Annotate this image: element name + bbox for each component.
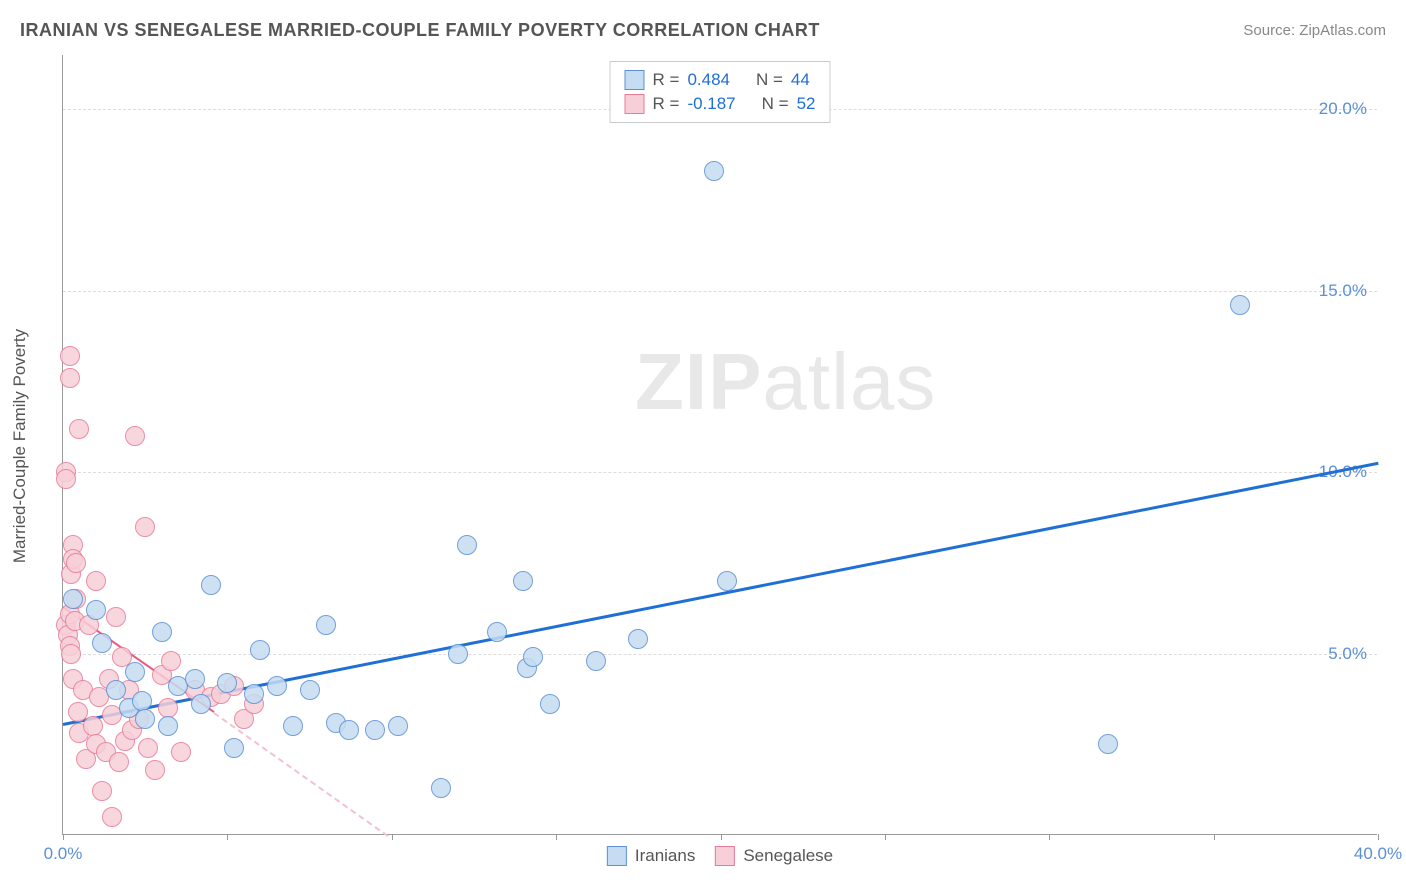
data-point-senegalese	[60, 368, 80, 388]
data-point-senegalese	[138, 738, 158, 758]
data-point-senegalese	[158, 698, 178, 718]
data-point-iranians	[86, 600, 106, 620]
data-point-iranians	[158, 716, 178, 736]
data-point-senegalese	[69, 419, 89, 439]
gridline	[63, 291, 1377, 292]
data-point-iranians	[448, 644, 468, 664]
data-point-iranians	[628, 629, 648, 649]
bottom-legend: Iranians Senegalese	[607, 846, 833, 866]
data-point-senegalese	[102, 807, 122, 827]
legend-item-iranians: Iranians	[607, 846, 695, 866]
watermark: ZIPatlas	[635, 336, 936, 428]
data-point-iranians	[152, 622, 172, 642]
x-tick	[556, 834, 557, 840]
x-tick	[63, 834, 64, 840]
data-point-iranians	[250, 640, 270, 660]
data-point-iranians	[92, 633, 112, 653]
data-point-iranians	[224, 738, 244, 758]
data-point-iranians	[185, 669, 205, 689]
data-point-iranians	[267, 676, 287, 696]
data-point-senegalese	[60, 346, 80, 366]
y-tick-label: 15.0%	[1319, 281, 1367, 301]
data-point-iranians	[300, 680, 320, 700]
data-point-senegalese	[66, 553, 86, 573]
data-point-iranians	[283, 716, 303, 736]
data-point-iranians	[339, 720, 359, 740]
data-point-iranians	[540, 694, 560, 714]
data-point-iranians	[132, 691, 152, 711]
data-point-senegalese	[125, 426, 145, 446]
data-point-iranians	[63, 589, 83, 609]
data-point-iranians	[217, 673, 237, 693]
chart-title: IRANIAN VS SENEGALESE MARRIED-COUPLE FAM…	[20, 20, 820, 41]
chart-area: ZIPatlas R = 0.484 N = 44 R = -0.187 N =…	[62, 55, 1377, 835]
data-point-iranians	[106, 680, 126, 700]
chart-container: IRANIAN VS SENEGALESE MARRIED-COUPLE FAM…	[0, 0, 1406, 892]
x-tick	[392, 834, 393, 840]
gridline	[63, 472, 1377, 473]
source-name: ZipAtlas.com	[1299, 22, 1386, 39]
x-tick	[721, 834, 722, 840]
x-tick	[1214, 834, 1215, 840]
data-point-iranians	[717, 571, 737, 591]
data-point-senegalese	[135, 517, 155, 537]
data-point-iranians	[1230, 295, 1250, 315]
x-tick	[1049, 834, 1050, 840]
stats-row-senegalese: R = -0.187 N = 52	[625, 92, 816, 116]
data-point-iranians	[201, 575, 221, 595]
data-point-iranians	[365, 720, 385, 740]
x-tick	[885, 834, 886, 840]
x-tick-label: 40.0%	[1354, 844, 1402, 864]
data-point-iranians	[431, 778, 451, 798]
data-point-iranians	[125, 662, 145, 682]
stats-row-iranians: R = 0.484 N = 44	[625, 68, 816, 92]
data-point-senegalese	[83, 716, 103, 736]
legend-swatch-iranians-icon	[607, 846, 627, 866]
x-tick-label: 0.0%	[44, 844, 83, 864]
data-point-iranians	[586, 651, 606, 671]
x-tick	[227, 834, 228, 840]
stat-r-iranians: 0.484	[687, 70, 730, 90]
swatch-senegalese-icon	[625, 94, 645, 114]
stat-r-senegalese: -0.187	[687, 94, 735, 114]
stats-box: R = 0.484 N = 44 R = -0.187 N = 52	[610, 61, 831, 123]
data-point-iranians	[388, 716, 408, 736]
title-bar: IRANIAN VS SENEGALESE MARRIED-COUPLE FAM…	[20, 20, 1386, 41]
data-point-senegalese	[161, 651, 181, 671]
source-label: Source: ZipAtlas.com	[1243, 22, 1386, 39]
data-point-iranians	[316, 615, 336, 635]
data-point-senegalese	[109, 752, 129, 772]
data-point-iranians	[523, 647, 543, 667]
x-tick	[1378, 834, 1379, 840]
y-tick-label: 5.0%	[1328, 644, 1367, 664]
data-point-senegalese	[86, 571, 106, 591]
data-point-senegalese	[61, 644, 81, 664]
data-point-iranians	[704, 161, 724, 181]
stat-n-iranians: 44	[791, 70, 810, 90]
data-point-iranians	[135, 709, 155, 729]
swatch-iranians-icon	[625, 70, 645, 90]
data-point-senegalese	[92, 781, 112, 801]
stat-n-senegalese: 52	[797, 94, 816, 114]
data-point-iranians	[487, 622, 507, 642]
legend-swatch-senegalese-icon	[715, 846, 735, 866]
data-point-iranians	[457, 535, 477, 555]
data-point-iranians	[191, 694, 211, 714]
data-point-senegalese	[56, 469, 76, 489]
data-point-senegalese	[171, 742, 191, 762]
data-point-iranians	[1098, 734, 1118, 754]
data-point-senegalese	[106, 607, 126, 627]
y-axis-title: Married-Couple Family Poverty	[10, 329, 30, 563]
legend-item-senegalese: Senegalese	[715, 846, 833, 866]
data-point-iranians	[513, 571, 533, 591]
y-tick-label: 20.0%	[1319, 99, 1367, 119]
data-point-iranians	[244, 684, 264, 704]
data-point-senegalese	[145, 760, 165, 780]
